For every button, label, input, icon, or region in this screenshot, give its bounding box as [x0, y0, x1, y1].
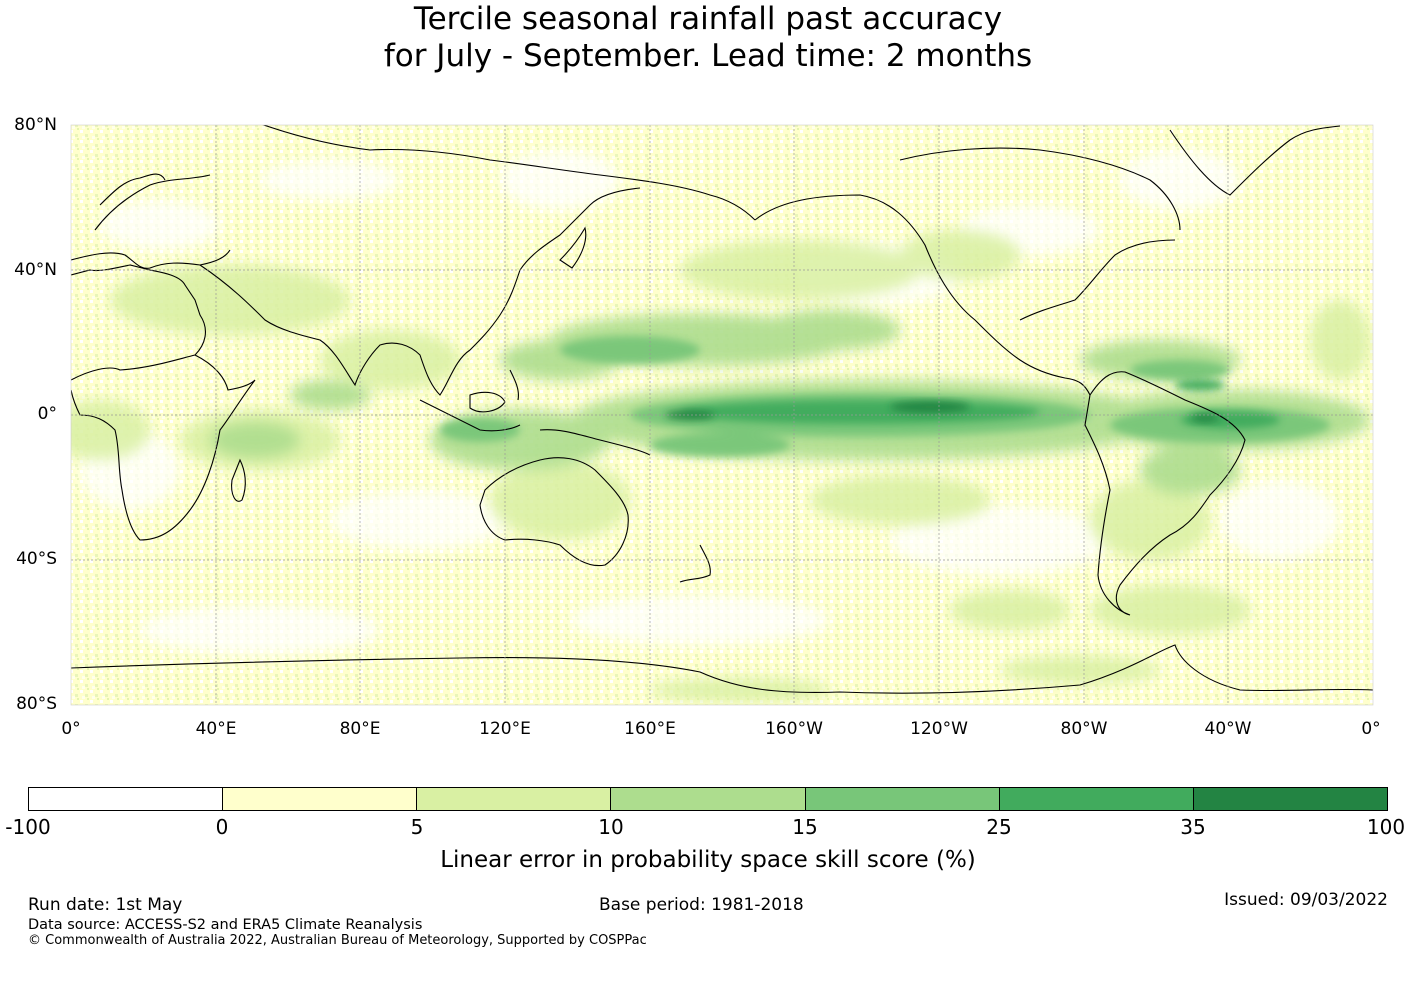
colorbar-tick: 5 — [410, 815, 424, 839]
lon-label-40w: 40°W — [1204, 719, 1252, 739]
colorbar-bin-10-15 — [611, 788, 806, 810]
colorbar-bin-0-5 — [223, 788, 418, 810]
gridlines — [71, 125, 1373, 705]
lat-label-equator: 0° — [37, 404, 57, 424]
lon-label-160e: 160°E — [624, 719, 676, 739]
colorbar-bin-15-25 — [805, 788, 1000, 810]
issued-date: Issued: 09/03/2022 — [1224, 890, 1388, 910]
base-period: Base period: 1981-2018 — [599, 895, 804, 915]
colorbar-tick: 25 — [986, 815, 1012, 839]
skill-field — [71, 125, 1373, 705]
lat-label-40n: 40°N — [14, 260, 57, 280]
colorbar-bin-5-10 — [417, 788, 612, 810]
lon-label-40e: 40°E — [195, 719, 237, 739]
title-line-2: for July - September. Lead time: 2 month… — [383, 38, 1033, 74]
colorbar-tick: 100 — [1366, 815, 1406, 839]
colorbar — [28, 787, 1388, 811]
colorbar-bin-35-100 — [1193, 788, 1387, 810]
colorbar-label: Linear error in probability space skill … — [440, 847, 976, 873]
chart-title: Tercile seasonal rainfall past accuracy … — [0, 1, 1416, 75]
lat-label-80s: 80°S — [16, 694, 57, 714]
lon-label-120e: 120°E — [479, 719, 531, 739]
colorbar-bin-25-35 — [999, 788, 1194, 810]
lat-label-40s: 40°S — [16, 549, 57, 569]
colorbar-tick: -100 — [5, 815, 51, 839]
colorbar-tick: 10 — [598, 815, 624, 839]
lon-label-0-west-edge: 0° — [61, 719, 81, 739]
coastlines — [71, 125, 1373, 694]
lat-label-80n: 80°N — [14, 115, 57, 135]
colorbar-tick: 0 — [215, 815, 229, 839]
data-source: Data source: ACCESS-S2 and ERA5 Climate … — [28, 917, 423, 933]
colorbar-bin-neg100-0 — [29, 788, 224, 810]
run-date: Run date: 1st May — [28, 895, 183, 915]
colorbar-tick: 35 — [1180, 815, 1206, 839]
lon-label-80e: 80°E — [339, 719, 381, 739]
colorbar-tick: 15 — [792, 815, 818, 839]
title-line-1: Tercile seasonal rainfall past accuracy — [413, 1, 1003, 37]
copyright: © Commonwealth of Australia 2022, Austra… — [28, 933, 647, 948]
lon-label-0-east-edge: 0° — [1361, 719, 1381, 739]
map-frame — [70, 124, 1374, 706]
lon-label-120w: 120°W — [910, 719, 968, 739]
lon-label-160w: 160°W — [765, 719, 823, 739]
lon-label-80w: 80°W — [1060, 719, 1108, 739]
